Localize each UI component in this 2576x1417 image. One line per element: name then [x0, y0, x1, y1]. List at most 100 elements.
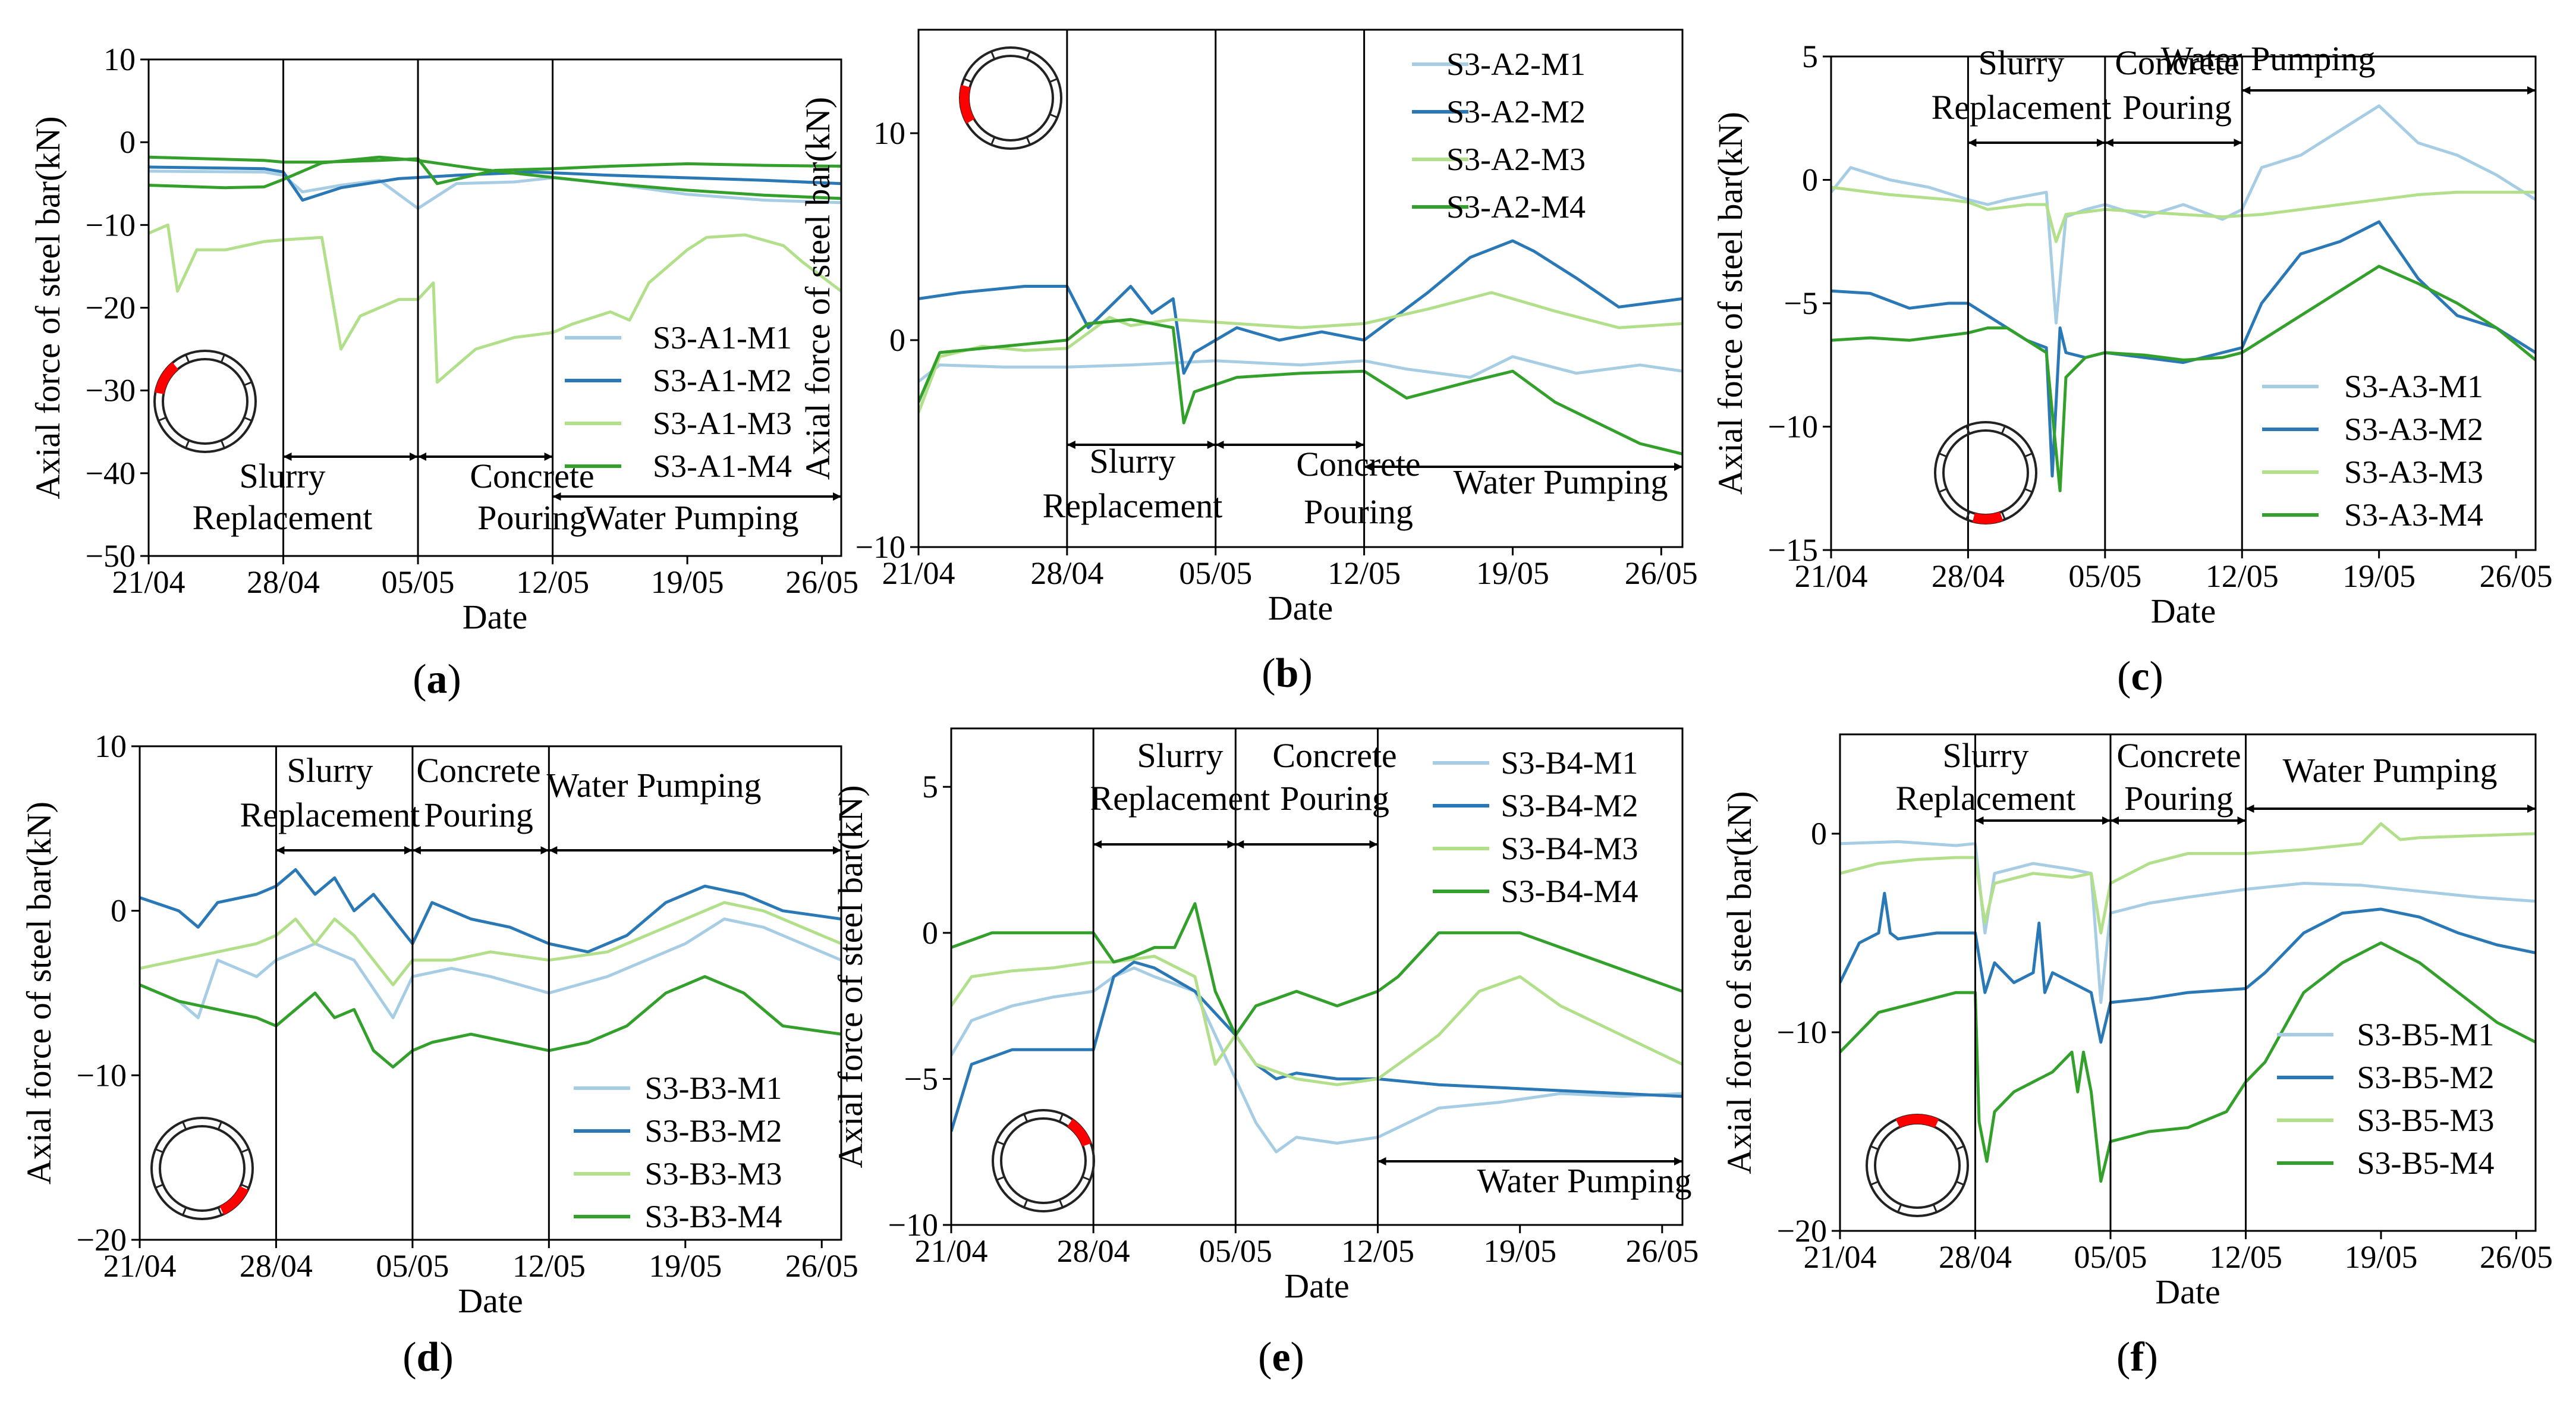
y-tick-label: −20 — [86, 290, 136, 326]
panel-caption: (e) — [1258, 1334, 1304, 1380]
monitored-segment-highlight — [1972, 511, 2003, 524]
legend-entry: S3-A1-M4 — [653, 448, 792, 484]
x-tick-label: 21/04 — [1794, 558, 1867, 594]
caption-open-paren: ( — [413, 656, 426, 702]
cross-section-inner-ring — [1942, 429, 2029, 516]
legend-entry: S3-B4-M3 — [1501, 831, 1638, 866]
ring-segment-joint — [990, 51, 996, 59]
caption-open-paren: ( — [1258, 1334, 1272, 1380]
legend-entry: S3-A3-M1 — [2344, 369, 2483, 404]
phase-label-replacement: Replacement — [193, 498, 373, 537]
x-tick-label: 12/05 — [516, 564, 589, 600]
caption-close-paren: ) — [439, 1334, 453, 1380]
series-line-s3-b4-m4 — [951, 902, 1682, 1037]
plot-frame — [139, 745, 842, 1241]
legend-entry: S3-B5-M2 — [2357, 1060, 2494, 1095]
y-tick-label: −10 — [855, 529, 905, 565]
y-axis-label: Axial force of steel bar(kN) — [29, 116, 67, 499]
x-tick-label: 19/05 — [1483, 1233, 1556, 1269]
ring-segment-joint — [1897, 1204, 1902, 1213]
series-line-s3-b3-m4 — [140, 975, 841, 1069]
ring-segment-joint — [990, 137, 996, 146]
legend-entry: S3-B4-M4 — [1501, 874, 1638, 909]
legend-entry: S3-A3-M2 — [2344, 411, 2483, 447]
x-tick-label: 05/05 — [2074, 1239, 2147, 1275]
y-tick-label: −20 — [1777, 1213, 1827, 1249]
x-tick-label: 05/05 — [376, 1248, 449, 1284]
series-line-s3-a1-m4b — [149, 155, 841, 200]
series-line-s3-a2-m2 — [919, 239, 1682, 375]
legend-entry: S3-A1-M3 — [653, 406, 792, 441]
x-tick-label: 26/05 — [2480, 558, 2553, 594]
series-line-s3-b3-m2 — [140, 868, 841, 954]
series-line-s3-b5-m4 — [1840, 941, 2536, 1183]
phase-label-slurry: Slurry — [287, 751, 373, 790]
y-tick-label: −40 — [86, 455, 136, 491]
series-line-s3-b3-m3 — [140, 901, 841, 986]
y-tick-label: −5 — [904, 1061, 938, 1096]
series-line-s3-a2-m3 — [919, 291, 1682, 413]
x-axis-label: Date — [2155, 1273, 2220, 1311]
y-tick-label: −30 — [86, 373, 136, 409]
series-line-s3-b4-m2 — [951, 960, 1682, 1132]
x-tick-label: 12/05 — [2209, 1239, 2282, 1275]
x-tick-label: 26/05 — [2480, 1239, 2553, 1275]
x-tick-label: 21/04 — [882, 555, 955, 591]
cross-section-ring-icon — [1866, 1114, 1969, 1217]
ring-segment-joint — [1023, 1113, 1028, 1122]
phase-label-pouring: Pouring — [1280, 779, 1389, 818]
x-tick-label: 05/05 — [1179, 555, 1252, 591]
series-line-s3-b5-m3 — [1840, 822, 2536, 935]
x-tick-label: 12/05 — [1341, 1233, 1414, 1269]
y-tick-label: −20 — [77, 1222, 127, 1258]
caption-letter: f — [2130, 1334, 2144, 1380]
legend-entry: S3-B4-M2 — [1501, 788, 1638, 824]
x-tick-label: 12/05 — [512, 1248, 586, 1284]
phase-label-pouring: Pouring — [2122, 88, 2232, 127]
y-axis-label: Axial force of steel bar(kN) — [831, 785, 870, 1168]
ring-segment-joint — [1965, 425, 1971, 434]
x-tick-label: 05/05 — [1199, 1233, 1272, 1269]
ring-segment-joint — [155, 1183, 163, 1189]
legend-entry: S3-A3-M3 — [2344, 454, 2483, 490]
ring-segment-joint — [1956, 1180, 1965, 1186]
x-axis-label: Date — [1268, 589, 1333, 627]
x-tick-label: 26/05 — [1625, 555, 1698, 591]
x-tick-label: 12/05 — [2206, 558, 2279, 594]
caption-letter: e — [1272, 1334, 1290, 1380]
panel-caption: (a) — [413, 656, 461, 702]
phase-label-concrete: Concrete — [2115, 43, 2239, 82]
cross-section-ring-icon — [992, 1109, 1095, 1212]
legend-entry: S3-B4-M1 — [1501, 745, 1638, 781]
ring-segment-joint — [155, 1148, 163, 1154]
panel-f: 21/04 28/04 05/05 12/05 19/05 26/05 Date 0 −10 −2… — [1720, 733, 2553, 1380]
x-tick-label: 28/04 — [1030, 555, 1103, 591]
monitored-segment-highlight — [219, 1186, 249, 1215]
ring-segment-joint — [1932, 1204, 1937, 1213]
phase-label-water-pumping: Water Pumping — [2161, 39, 2376, 78]
ring-segment-joint — [1026, 137, 1031, 146]
y-tick-label: 0 — [1811, 816, 1827, 852]
caption-close-paren: ) — [448, 656, 461, 702]
phase-label-replacement: Replacement — [1043, 486, 1223, 525]
series-line-s3-b4-m3 — [951, 954, 1682, 1086]
phase-label-water-pumping: Water Pumping — [547, 766, 762, 805]
legend-entry: S3-A2-M3 — [1446, 142, 1586, 177]
legend-entry: S3-A1-M1 — [653, 320, 792, 356]
ring-segment-joint — [1082, 1176, 1091, 1181]
caption-open-paren: ( — [2117, 653, 2131, 699]
y-tick-label: 0 — [922, 915, 938, 951]
legend-entry: S3-B3-M1 — [644, 1070, 782, 1106]
y-tick-label: 10 — [95, 728, 127, 764]
legend-entry: S3-A2-M1 — [1446, 46, 1586, 82]
y-tick-label: −10 — [77, 1057, 127, 1093]
ring-segment-joint — [241, 1183, 250, 1189]
monitored-segment-highlight — [1067, 1118, 1092, 1147]
legend-entry: S3-B5-M1 — [2357, 1017, 2494, 1052]
phase-label-replacement: Replacement — [240, 796, 420, 834]
phase-label-water-pumping: Water Pumping — [1454, 463, 1668, 501]
ring-segment-joint — [996, 1140, 1005, 1146]
series-line-s3-a2-m4 — [919, 318, 1682, 455]
phase-label-pouring: Pouring — [2124, 779, 2234, 818]
series-line-s3-a1-m2 — [149, 165, 841, 202]
